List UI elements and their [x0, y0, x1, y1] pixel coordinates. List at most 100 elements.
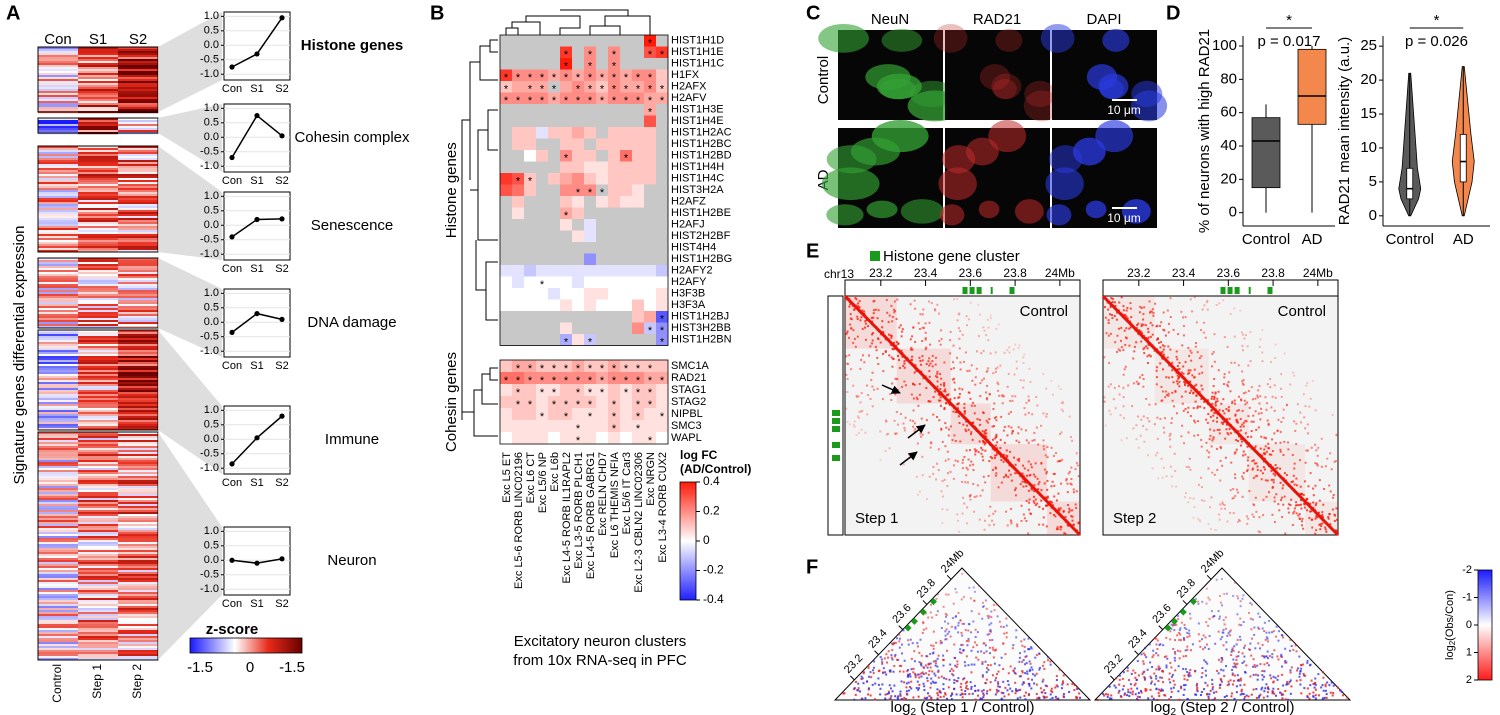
heatmap-stripe	[78, 410, 118, 412]
contact	[982, 326, 984, 328]
cell-signal	[1024, 81, 1055, 107]
contact	[1031, 440, 1033, 442]
contact	[1126, 337, 1128, 339]
contact	[1038, 483, 1040, 485]
heatmap-stripe	[118, 168, 158, 170]
contact	[1222, 299, 1224, 301]
contact	[1219, 480, 1221, 482]
contact-diff	[1236, 663, 1238, 665]
contact-diff	[1169, 638, 1171, 640]
contact-diff	[884, 657, 886, 659]
contact	[1271, 479, 1273, 481]
contact	[1211, 396, 1213, 398]
contact	[1054, 473, 1056, 475]
heatmap-stripe	[38, 356, 78, 358]
contact-diff	[1118, 690, 1120, 692]
heatmap-stripe	[38, 184, 78, 186]
contact	[1200, 365, 1202, 367]
contact-diff	[1134, 672, 1136, 674]
contact-diff	[868, 676, 870, 678]
heatmap-stripe	[118, 608, 158, 610]
contact	[1275, 344, 1277, 346]
heatmap-stripe	[78, 512, 118, 514]
contact	[1183, 410, 1185, 412]
gene-block	[1228, 287, 1233, 294]
heatmap-stripe	[38, 586, 78, 588]
row-label: HIST1H1D	[671, 35, 724, 47]
contact-diff	[1174, 684, 1176, 686]
heatmap-stripe	[118, 340, 158, 342]
heatmap-cell	[560, 116, 572, 128]
contact-diff	[1028, 638, 1030, 640]
heatmap-cell	[620, 396, 632, 408]
y-tick-label: 20	[1220, 170, 1237, 187]
contact-diff	[1024, 646, 1026, 648]
contact-diff	[999, 621, 1001, 623]
x-tick-label: 24Mb	[1045, 266, 1075, 280]
x-tick-label: S2	[275, 598, 288, 610]
contact	[1255, 410, 1257, 412]
contact	[1312, 488, 1314, 490]
contact-diff	[992, 674, 994, 676]
heatmap-stripe	[118, 394, 158, 396]
contact	[1259, 418, 1261, 420]
cell-signal	[940, 204, 965, 225]
contact	[1028, 502, 1030, 504]
y-tick-label: -1.0	[200, 345, 219, 357]
contact-diff	[1231, 651, 1233, 653]
contact	[953, 478, 955, 480]
heatmap-stripe	[78, 180, 118, 182]
contact-diff	[1213, 692, 1215, 694]
contact-diff	[1143, 652, 1145, 654]
heatmap-stripe	[78, 310, 118, 312]
heatmap-stripe	[38, 522, 78, 524]
contact	[1009, 400, 1011, 402]
contact	[1062, 511, 1064, 513]
contact	[1191, 310, 1193, 312]
heatmap-stripe	[78, 226, 118, 228]
contact	[1247, 518, 1249, 520]
heatmap-stripe	[38, 502, 78, 504]
contact	[853, 424, 855, 426]
heatmap-stripe	[78, 584, 118, 586]
contact	[1271, 514, 1273, 516]
heatmap-cell	[620, 116, 632, 128]
contact	[1183, 334, 1185, 336]
heatmap-stripe	[78, 626, 118, 628]
contact	[1256, 395, 1258, 397]
cell-signal	[1086, 201, 1107, 219]
contact-diff	[1004, 687, 1006, 689]
contact-diff	[961, 573, 963, 575]
contact	[948, 428, 950, 430]
contact	[1218, 369, 1220, 371]
contact	[941, 338, 943, 340]
heatmap-stripe	[78, 320, 118, 322]
chart-title: DNA damage	[307, 314, 396, 331]
contact	[1035, 396, 1037, 398]
x-tick-label: 23.8	[1003, 266, 1027, 280]
heatmap-stripe	[38, 89, 78, 91]
heatmap-stripe	[78, 612, 118, 614]
contact-diff	[891, 643, 893, 645]
contact	[1247, 459, 1249, 461]
heatmap-stripe	[38, 612, 78, 614]
contact-diff	[856, 689, 858, 691]
y-tick-label: 0	[1229, 204, 1237, 221]
contact	[1240, 429, 1242, 431]
heatmap-cell	[572, 323, 584, 335]
contact-diff	[1062, 682, 1064, 684]
contact-diff	[1275, 695, 1277, 697]
contact	[1029, 381, 1031, 383]
contact	[995, 416, 997, 418]
heatmap-stripe	[118, 418, 158, 420]
heatmap-stripe	[118, 212, 158, 214]
contact	[982, 449, 984, 451]
contact	[970, 461, 972, 463]
heatmap-stripe	[38, 268, 78, 270]
heatmap-stripe	[118, 386, 158, 388]
contact-diff	[1298, 656, 1300, 658]
contact-diff	[883, 667, 885, 669]
contact	[940, 329, 942, 331]
heatmap-stripe	[38, 200, 78, 202]
contact	[935, 364, 937, 366]
